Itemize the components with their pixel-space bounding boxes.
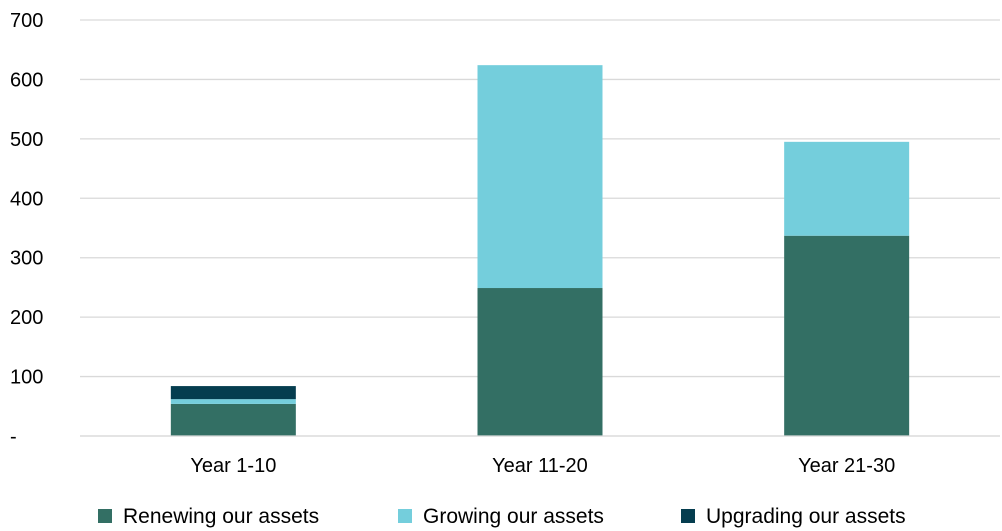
y-axis: - 100 200 300 400 500 600 700 xyxy=(10,10,43,448)
bar-segment xyxy=(784,141,910,236)
legend-item: Renewing our assets xyxy=(98,505,319,528)
legend-swatch xyxy=(98,509,112,523)
x-tick-label: Year 1-10 xyxy=(190,455,276,477)
x-tick-label: Year 11-20 xyxy=(492,455,588,477)
y-tick-label: 500 xyxy=(10,129,43,151)
legend-label: Upgrading our assets xyxy=(706,505,906,528)
legend-label: Renewing our assets xyxy=(123,505,319,528)
bar-segment xyxy=(170,386,296,400)
y-tick-label: 700 xyxy=(10,10,43,32)
legend-item: Upgrading our assets xyxy=(681,505,906,528)
bar-segment xyxy=(170,403,296,436)
y-tick-label: 200 xyxy=(10,307,43,329)
bar-segment xyxy=(477,65,603,289)
bar-segment xyxy=(477,288,603,436)
y-tick-label: 100 xyxy=(10,367,43,389)
bar-segment xyxy=(784,235,910,436)
x-axis: Year 1-10 Year 11-20 Year 21-30 xyxy=(80,435,1000,477)
bar-segment xyxy=(170,399,296,404)
bars xyxy=(170,65,910,436)
legend: Renewing our assets Growing our assets Upg… xyxy=(98,505,906,528)
y-tick-label: 300 xyxy=(10,248,43,270)
legend-swatch xyxy=(398,509,412,523)
y-tick-label: - xyxy=(10,426,17,448)
legend-swatch xyxy=(681,509,695,523)
legend-label: Growing our assets xyxy=(423,505,604,528)
legend-item: Growing our assets xyxy=(398,505,604,528)
y-tick-label: 400 xyxy=(10,188,43,210)
x-tick-label: Year 21-30 xyxy=(798,455,895,477)
y-tick-label: 600 xyxy=(10,69,43,91)
